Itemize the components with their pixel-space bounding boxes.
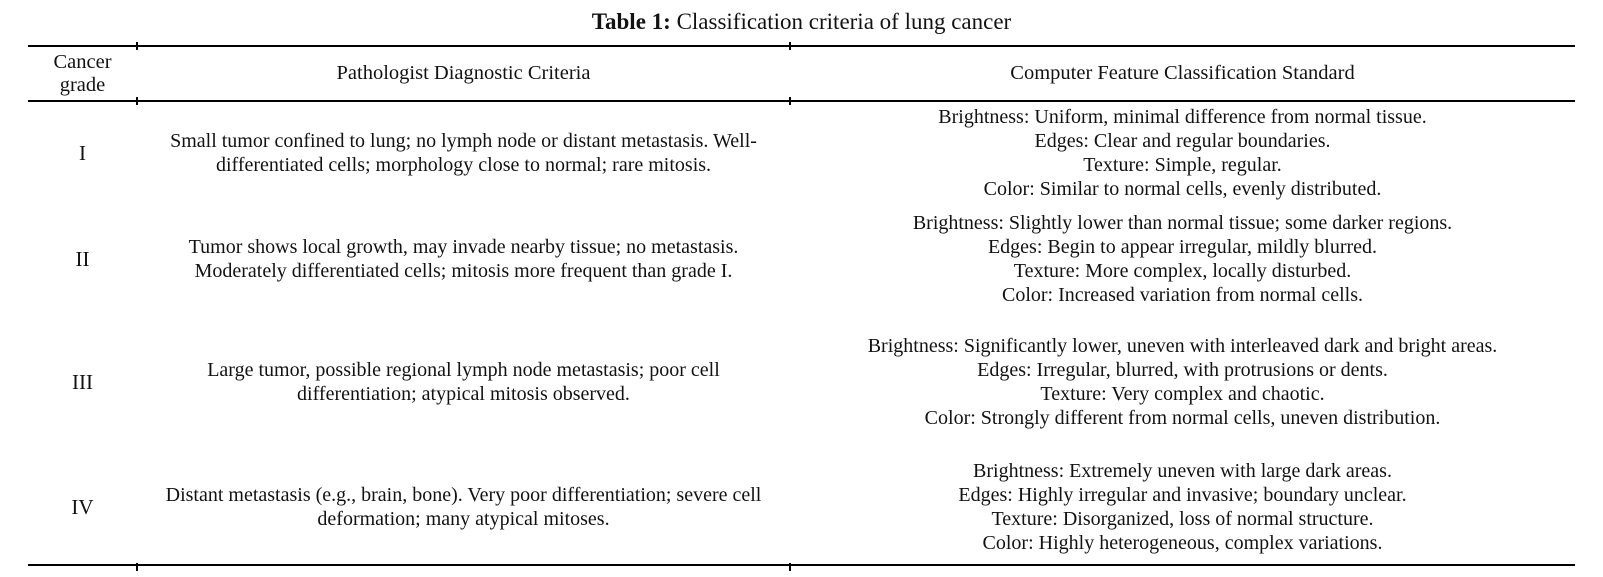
computer-cell: Brightness: Slightly lower than normal t…: [790, 204, 1575, 314]
criterion-color: Color: Increased variation from normal c…: [1002, 284, 1363, 306]
criterion-brightness: Brightness: Slightly lower than normal t…: [912, 212, 1453, 234]
computer-cell: Brightness: Extremely uneven with large …: [790, 449, 1575, 566]
classification-table: Cancer grade Pathologist Diagnostic Crit…: [28, 45, 1575, 566]
pathologist-cell: Small tumor confined to lung; no lymph n…: [170, 130, 757, 176]
table-row: IV Distant metastasis (e.g., brain, bone…: [28, 449, 1575, 566]
grade-cell: III: [72, 369, 93, 394]
header-computer-standard: Computer Feature Classification Standard: [790, 45, 1575, 102]
criterion-color: Color: Strongly different from normal ce…: [924, 406, 1441, 429]
table-body: I Small tumor confined to lung; no lymph…: [28, 101, 1575, 566]
column-divider-tick: [136, 563, 138, 571]
header-pathologist-criteria: Pathologist Diagnostic Criteria: [137, 45, 790, 102]
criterion-texture: Texture: Simple, regular.: [1083, 154, 1282, 176]
grade-cell: II: [75, 247, 90, 271]
criterion-edges: Edges: Irregular, blurred, with protrusi…: [977, 358, 1388, 381]
criterion-texture: Texture: Very complex and chaotic.: [1040, 382, 1325, 405]
grade-cell: I: [79, 141, 86, 165]
grade-cell: IV: [28, 449, 137, 566]
criterion-texture: Texture: More complex, locally disturbed…: [1013, 260, 1352, 282]
column-divider-tick: [136, 42, 138, 50]
table-caption: Table 1: Classification criteria of lung…: [0, 8, 1603, 36]
pathologist-cell: Distant metastasis (e.g., brain, bone). …: [137, 449, 790, 566]
column-divider-tick: [789, 563, 791, 571]
criterion-color: Color: Highly heterogeneous, complex var…: [982, 531, 1383, 554]
table-header: Cancer grade Pathologist Diagnostic Crit…: [28, 45, 1575, 102]
table-caption-text: Classification criteria of lung cancer: [670, 9, 1012, 34]
table-row: III Large tumor, possible regional lymph…: [28, 314, 1575, 449]
criterion-brightness: Brightness: Significantly lower, uneven …: [867, 334, 1498, 357]
computer-cell: Brightness: Uniform, minimal difference …: [790, 101, 1575, 204]
computer-cell: Brightness: Significantly lower, uneven …: [790, 314, 1575, 449]
header-cancer-grade: Cancer grade: [28, 45, 137, 102]
table-row: I Small tumor confined to lung; no lymph…: [28, 101, 1575, 204]
criterion-color: Color: Similar to normal cells, evenly d…: [983, 178, 1382, 200]
criterion-brightness: Brightness: Extremely uneven with large …: [973, 459, 1392, 482]
header-row: Cancer grade Pathologist Diagnostic Crit…: [28, 45, 1575, 102]
pathologist-cell: Tumor shows local growth, may invade nea…: [188, 236, 739, 282]
column-divider-tick: [789, 97, 791, 105]
criterion-edges: Edges: Clear and regular boundaries.: [1034, 130, 1331, 152]
column-divider-tick: [136, 97, 138, 105]
criterion-brightness: Brightness: Uniform, minimal difference …: [938, 106, 1427, 128]
pathologist-cell: Large tumor, possible regional lymph nod…: [207, 358, 720, 405]
criterion-edges: Edges: Highly irregular and invasive; bo…: [958, 483, 1407, 506]
criterion-texture: Texture: Disorganized, loss of normal st…: [991, 507, 1374, 530]
classification-table-wrapper: Cancer grade Pathologist Diagnostic Crit…: [28, 42, 1575, 571]
table-row: II Tumor shows local growth, may invade …: [28, 204, 1575, 314]
table-caption-label: Table 1:: [591, 9, 671, 34]
criterion-edges: Edges: Begin to appear irregular, mildly…: [987, 236, 1378, 258]
column-divider-tick: [789, 42, 791, 50]
